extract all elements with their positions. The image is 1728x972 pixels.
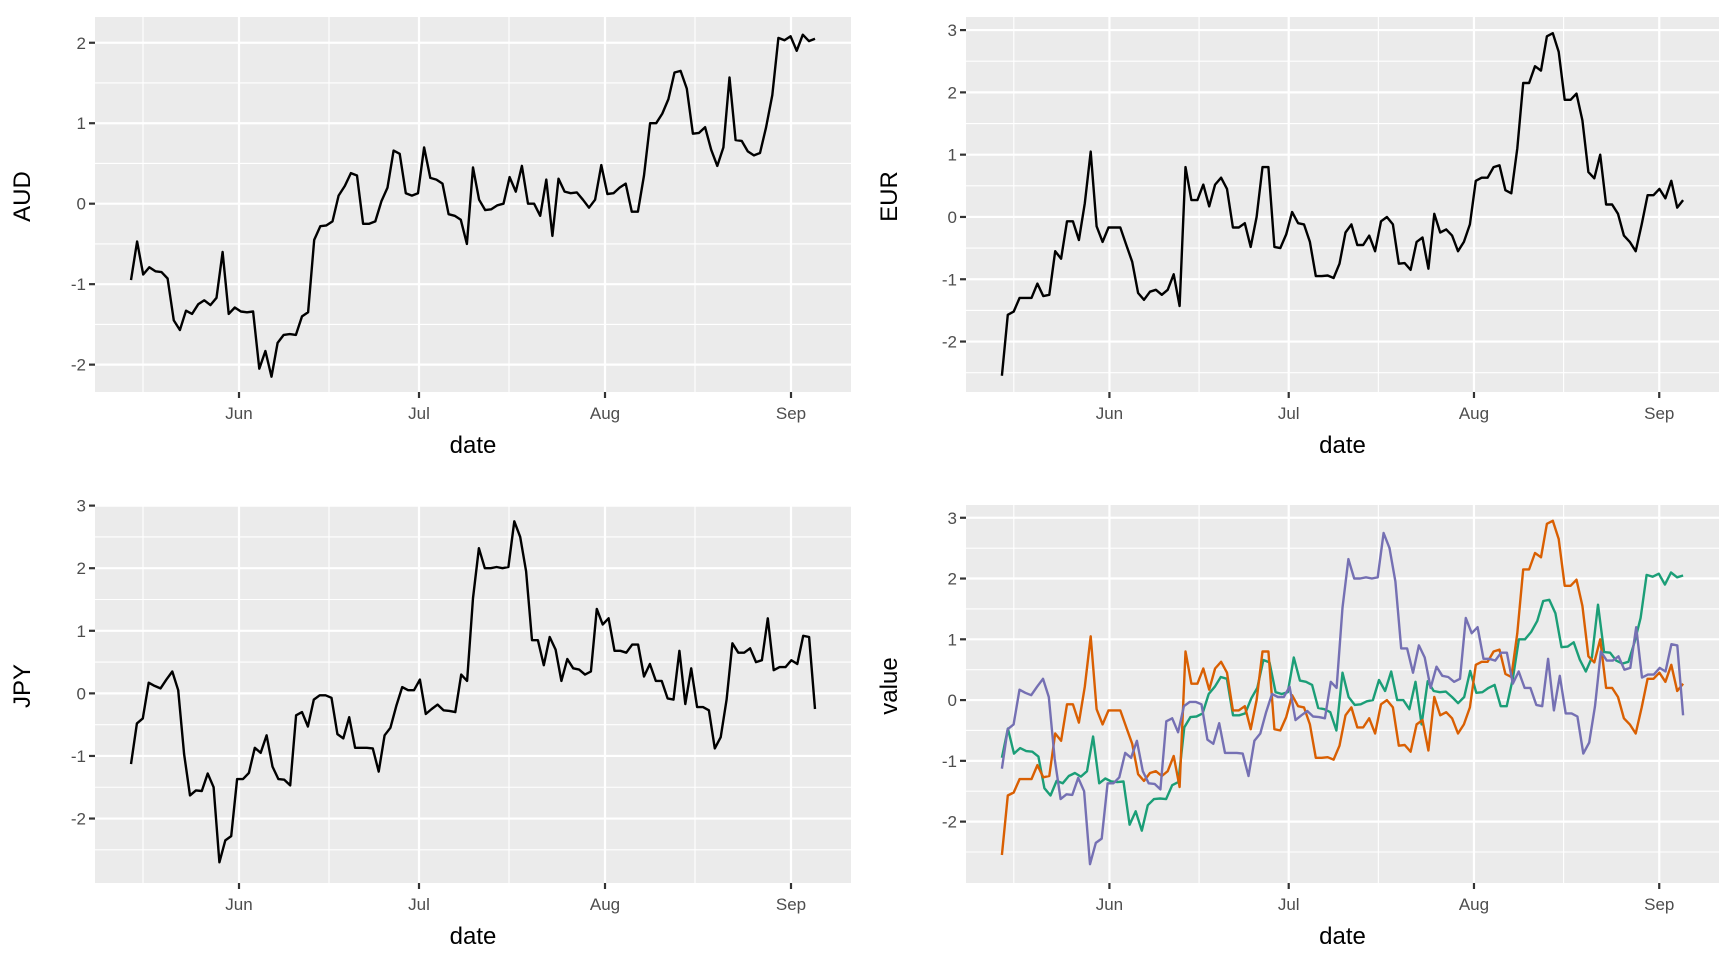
y-tick-label: -1 — [71, 275, 86, 294]
x-tick-label: Jun — [225, 895, 252, 914]
y-tick-label: 0 — [948, 691, 957, 710]
y-tick-label: 2 — [948, 570, 957, 589]
y-tick-label: 0 — [77, 684, 86, 703]
panel-background — [966, 505, 1719, 883]
series-line-eur — [1000, 519, 1685, 856]
panel-bottom-left: -2 -1 0 1 2 3 Jun Jul Aug Sep date JPY — [9, 497, 851, 950]
x-tick-label: Jun — [1096, 404, 1123, 423]
x-tick-label: Jul — [408, 404, 430, 423]
y-tick-label: 3 — [948, 21, 957, 40]
y-tick-label: 1 — [948, 630, 957, 649]
panel-bottom-right: -2 -1 0 1 2 3 Jun Jul Aug Sep date value — [876, 505, 1719, 950]
y-tick-label: -2 — [71, 356, 86, 375]
y-tick-label: -2 — [71, 810, 86, 829]
x-tick-label: Jul — [408, 895, 430, 914]
x-axis-title: date — [450, 923, 497, 950]
y-axis-title: AUD — [9, 171, 36, 222]
y-tick-label: -2 — [942, 813, 957, 832]
panel-top-left: -2 -1 0 1 2 Jun Jul Aug Sep date AUD — [9, 17, 851, 459]
y-tick-label: -1 — [942, 270, 957, 289]
y-tick-label: 0 — [948, 208, 957, 227]
x-axis-title: date — [1319, 432, 1366, 459]
x-tick-label: Jun — [1096, 895, 1123, 914]
y-tick-label: -1 — [942, 752, 957, 771]
series-line-jpy — [1000, 531, 1685, 866]
x-tick-label: Aug — [590, 895, 620, 914]
panel-top-right: -2 -1 0 1 2 3 Jun Jul Aug Sep date EUR — [876, 17, 1719, 459]
y-axis-title: JPY — [9, 664, 36, 708]
y-tick-label: 1 — [948, 146, 957, 165]
x-tick-label: Aug — [1459, 895, 1489, 914]
y-tick-label: 0 — [77, 195, 86, 214]
series-line-aud — [129, 33, 816, 378]
y-tick-label: 3 — [77, 497, 86, 516]
series-line-jpy — [129, 520, 817, 864]
y-tick-label: 2 — [948, 83, 957, 102]
x-tick-label: Aug — [1459, 404, 1489, 423]
x-tick-label: Sep — [776, 404, 806, 423]
x-tick-label: Aug — [590, 404, 620, 423]
y-axis-title: value — [876, 657, 903, 714]
x-tick-label: Sep — [1644, 895, 1674, 914]
x-tick-label: Sep — [1644, 404, 1674, 423]
panel-background — [966, 17, 1719, 392]
x-tick-label: Jun — [225, 404, 252, 423]
x-tick-label: Sep — [776, 895, 806, 914]
y-tick-label: 2 — [77, 34, 86, 53]
y-tick-label: -1 — [71, 747, 86, 766]
x-axis-title: date — [450, 432, 497, 459]
y-tick-label: 2 — [77, 559, 86, 578]
series-line-eur — [1000, 32, 1685, 376]
x-tick-label: Jul — [1278, 404, 1300, 423]
y-tick-label: 1 — [77, 114, 86, 133]
x-tick-label: Jul — [1278, 895, 1300, 914]
y-tick-label: -2 — [942, 333, 957, 352]
y-tick-label: 3 — [948, 509, 957, 528]
y-tick-label: 1 — [77, 622, 86, 641]
y-axis-title: EUR — [876, 171, 903, 222]
x-axis-title: date — [1319, 923, 1366, 950]
